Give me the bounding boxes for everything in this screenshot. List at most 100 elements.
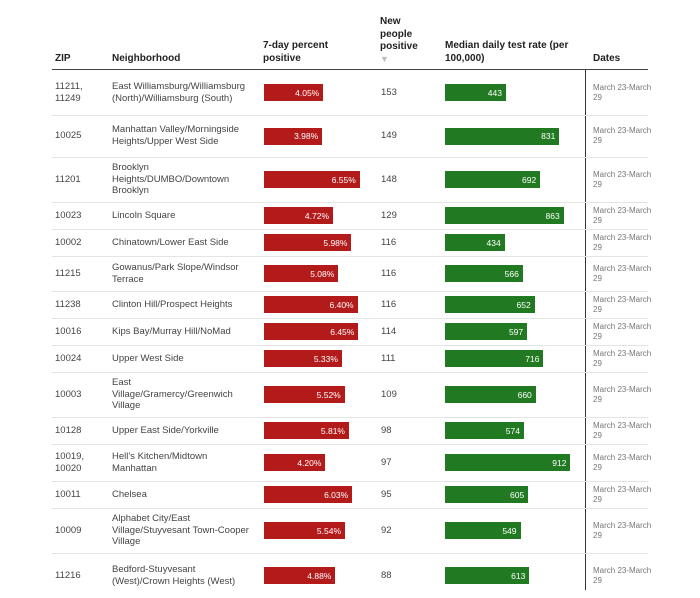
dates-cell: March 23-March 29 [593, 452, 652, 472]
row-divider [52, 291, 648, 292]
new-positive-cell: 153 [381, 86, 397, 98]
row-divider [52, 256, 648, 257]
header-pct-positive[interactable]: 7-day percent positive [263, 40, 329, 64]
dates-cell: March 23-March 29 [593, 126, 652, 145]
dates-cell: March 23-March 29 [593, 321, 652, 341]
zip-cell: 11216 [55, 569, 81, 581]
new-positive-cell: 111 [381, 352, 396, 364]
pct-positive-label: 4.88% [307, 570, 332, 581]
dates-cell: March 23-March 29 [593, 263, 652, 283]
pct-positive-label: 4.72% [304, 210, 330, 221]
pct-positive-bar: 6.45% [264, 323, 359, 340]
new-positive-cell: 116 [381, 267, 397, 279]
column-divider-dates [585, 70, 586, 590]
zip-cell: 10025 [55, 130, 82, 142]
test-rate-bar: 660 [445, 386, 536, 403]
neighborhood-cell: East Williamsburg/Williamsburg (North)/W… [112, 80, 246, 104]
pct-positive-label: 4.20% [297, 457, 322, 468]
row-divider [52, 157, 648, 158]
test-rate-label: 831 [541, 131, 556, 141]
row-divider [52, 202, 648, 203]
dates-cell: March 23-March 29 [593, 294, 652, 314]
test-rate-label: 574 [505, 425, 520, 436]
test-rate-label: 692 [522, 174, 537, 185]
zip-cell: 11238 [55, 298, 81, 310]
zip-cell: 11211, 11249 [55, 80, 83, 104]
pct-positive-bar: 4.20% [264, 454, 326, 471]
pct-positive-bar: 5.54% [264, 522, 346, 539]
new-positive-cell: 116 [381, 236, 397, 248]
header-new-positive[interactable]: New people positive ▼ [380, 16, 428, 64]
new-positive-cell: 114 [381, 325, 397, 337]
header-dates[interactable]: Dates [593, 53, 621, 64]
pct-positive-bar: 4.88% [264, 567, 336, 584]
neighborhood-cell: Clinton Hill/Prospect Heights [112, 298, 233, 310]
test-rate-bar: 443 [445, 84, 506, 101]
dates-cell: March 23-March 29 [593, 384, 652, 404]
header-test-rate[interactable]: Median daily test rate (per 100,000) [445, 40, 569, 64]
test-rate-bar: 574 [445, 422, 524, 439]
pct-positive-bar: 5.52% [264, 386, 345, 403]
zip-cell: 10128 [55, 424, 82, 436]
new-positive-cell: 129 [381, 209, 397, 221]
test-rate-bar: 652 [445, 296, 535, 313]
new-positive-cell: 98 [381, 424, 392, 436]
dates-cell: March 23-March 29 [593, 205, 652, 225]
dates-cell: March 23-March 29 [593, 520, 652, 540]
test-rate-label: 605 [510, 489, 525, 500]
test-rate-label: 652 [516, 299, 531, 310]
header-zip[interactable]: ZIP [55, 53, 71, 64]
pct-positive-bar: 6.03% [264, 486, 353, 503]
row-divider [52, 417, 648, 418]
zip-cell: 10002 [55, 236, 82, 248]
header-new-positive-label: New people positive [380, 16, 418, 52]
pct-positive-bar: 5.33% [264, 350, 342, 367]
row-divider [52, 372, 648, 373]
new-positive-cell: 148 [381, 173, 397, 185]
test-rate-bar: 605 [445, 486, 529, 503]
zip-cell: 11215 [55, 267, 81, 279]
test-rate-label: 443 [487, 87, 502, 98]
pct-positive-label: 5.52% [316, 389, 341, 400]
test-rate-label: 597 [508, 326, 524, 337]
test-rate-bar: 549 [445, 522, 521, 539]
neighborhood-cell: Chelsea [112, 488, 147, 500]
neighborhood-cell: Bedford-Stuyvesant (West)/Crown Heights … [112, 563, 236, 587]
dates-cell: March 23-March 29 [593, 565, 652, 585]
neighborhood-cell: Manhattan Valley/Morningside Heights/Upp… [112, 124, 240, 147]
pct-positive-label: 3.98% [294, 131, 319, 141]
test-rate-bar: 613 [445, 567, 530, 584]
zip-cell: 10024 [55, 352, 82, 364]
test-rate-label: 434 [486, 237, 501, 248]
pct-positive-label: 5.98% [323, 237, 348, 248]
dates-cell: March 23-March 29 [593, 82, 652, 102]
new-positive-cell: 109 [381, 388, 397, 400]
pct-positive-label: 6.03% [324, 489, 349, 500]
test-rate-bar: 912 [445, 454, 571, 471]
neighborhood-cell: Kips Bay/Murray Hill/NoMad [112, 325, 231, 337]
test-rate-label: 613 [511, 570, 526, 581]
zip-cell: 10016 [55, 325, 82, 337]
dates-cell: March 23-March 29 [593, 484, 652, 504]
pct-positive-label: 5.54% [316, 525, 342, 536]
zip-cell: 10011 [55, 488, 81, 500]
test-rate-bar: 597 [445, 323, 528, 340]
dates-cell: March 23-March 29 [593, 169, 652, 189]
header-neighborhood[interactable]: Neighborhood [112, 53, 181, 64]
zip-cell: 10023 [55, 209, 82, 221]
test-rate-label: 863 [545, 210, 560, 221]
neighborhood-cell: Alphabet City/East Village/Stuyvesant To… [112, 512, 249, 548]
row-divider [52, 318, 648, 319]
pct-positive-label: 6.40% [329, 299, 354, 310]
test-rate-label: 660 [517, 389, 532, 400]
neighborhood-cell: Chinatown/Lower East Side [112, 236, 229, 248]
neighborhood-cell: East Village/Gramercy/Greenwich Village [112, 376, 233, 412]
sort-down-icon: ▼ [380, 53, 389, 64]
pct-positive-label: 5.08% [310, 268, 335, 279]
pct-positive-bar: 6.40% [264, 296, 358, 313]
zip-cell: 11201 [55, 173, 81, 185]
zip-cell: 10009 [55, 524, 82, 536]
new-positive-cell: 88 [381, 569, 392, 581]
pct-positive-bar: 5.08% [264, 265, 339, 282]
